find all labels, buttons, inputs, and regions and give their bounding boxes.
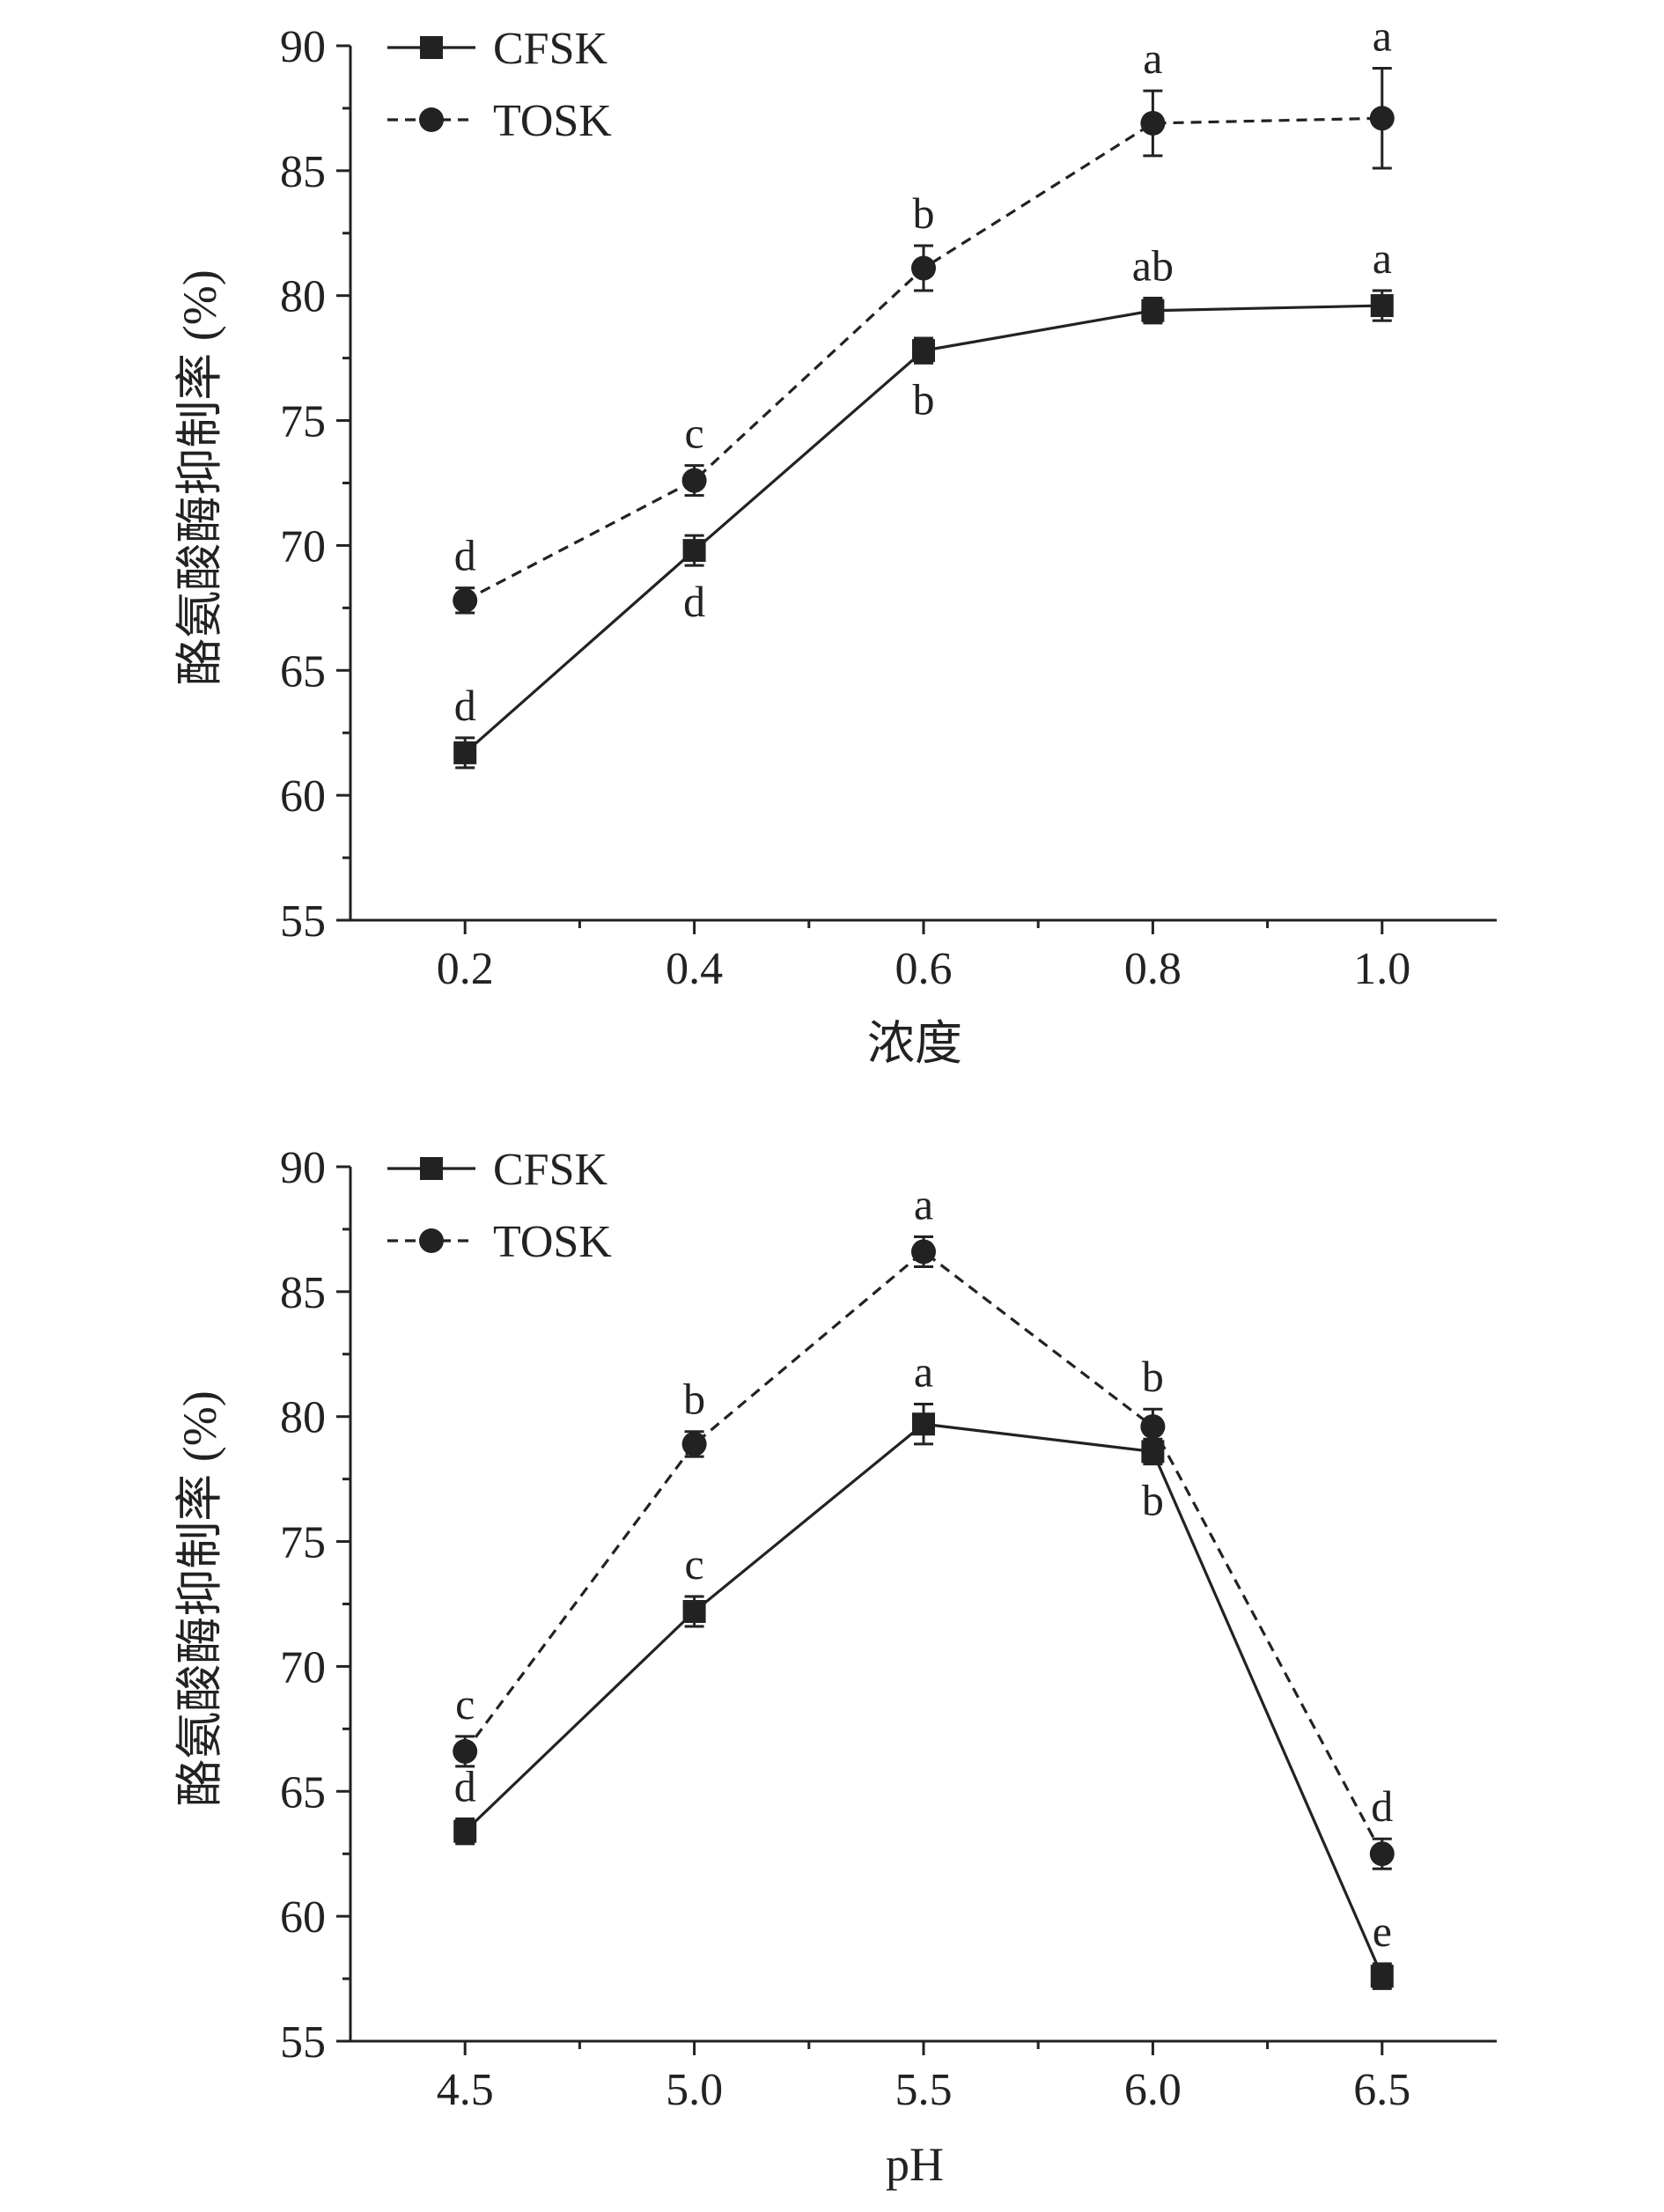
y-tick-label: 80 xyxy=(280,272,326,322)
data-point-square xyxy=(912,1412,935,1436)
x-tick-label: 4.5 xyxy=(437,2065,494,2115)
legend-item-tosk: TOSK xyxy=(387,96,612,146)
significance-label: d xyxy=(683,577,705,626)
legend-label: TOSK xyxy=(493,1217,612,1267)
data-point-square xyxy=(1370,294,1394,318)
y-tick-label: 75 xyxy=(280,397,326,447)
significance-label: c xyxy=(684,409,703,458)
legend-label: CFSK xyxy=(493,1145,608,1195)
data-point-square xyxy=(1141,299,1165,322)
series-line xyxy=(464,1422,1384,1977)
significance-label: ab xyxy=(1132,241,1174,291)
x-tick-label: 6.0 xyxy=(1124,2065,1182,2115)
significance-label: a xyxy=(1373,233,1392,283)
x-tick-label: 0.2 xyxy=(437,944,494,994)
y-tick-label: 85 xyxy=(280,147,326,197)
x-tick-label: 0.8 xyxy=(1124,944,1182,994)
legend-marker-circle xyxy=(419,1228,444,1253)
series-line xyxy=(463,1250,1384,1854)
significance-label: e xyxy=(1373,1906,1392,1956)
significance-label: d xyxy=(454,681,476,730)
significance-label: b xyxy=(1142,1352,1164,1401)
y-tick-label: 90 xyxy=(280,22,326,72)
data-point-square xyxy=(682,539,706,563)
series-line xyxy=(464,304,1382,755)
legend-item-tosk: TOSK xyxy=(387,1217,612,1267)
data-point-square xyxy=(912,339,935,363)
data-point-circle xyxy=(1369,1841,1395,1867)
y-tick-label: 85 xyxy=(280,1268,326,1318)
x-tick-label: 6.5 xyxy=(1353,2065,1410,2115)
data-point-circle xyxy=(453,587,478,613)
y-tick-label: 70 xyxy=(280,1642,326,1692)
y-tick-label: 70 xyxy=(280,521,326,571)
y-tick-label: 65 xyxy=(280,646,326,697)
significance-label: a xyxy=(914,1347,933,1397)
significance-label: b xyxy=(1142,1476,1164,1525)
legend-marker-square xyxy=(420,1157,443,1180)
data-point-circle xyxy=(453,1738,478,1764)
x-axis-title: pH xyxy=(886,2138,944,2191)
data-point-square xyxy=(682,1600,706,1624)
data-point-circle xyxy=(1140,110,1166,136)
data-point-circle xyxy=(911,255,936,281)
x-tick-label: 5.5 xyxy=(895,2065,953,2115)
y-tick-label: 75 xyxy=(280,1518,326,1568)
y-tick-label: 55 xyxy=(280,2017,326,2068)
legend-item-cfsk: CFSK xyxy=(387,1145,608,1195)
significance-label: c xyxy=(455,1679,475,1729)
series-cfsk: d d b ab a xyxy=(453,233,1394,770)
data-point-square xyxy=(453,741,477,764)
y-tick-label: 55 xyxy=(280,896,326,947)
y-tick-label: 65 xyxy=(280,1767,326,1818)
significance-label: d xyxy=(454,531,476,580)
significance-label: c xyxy=(684,1539,703,1589)
legend-marker-circle xyxy=(419,107,444,132)
y-tick-label: 90 xyxy=(280,1143,326,1193)
significance-label: a xyxy=(1373,11,1392,61)
legend-label: CFSK xyxy=(493,24,608,74)
x-tick-label: 5.0 xyxy=(666,2065,723,2115)
significance-label: b xyxy=(913,374,935,424)
x-tick-label: 1.0 xyxy=(1353,944,1410,994)
y-axis-title: 酪氨酸酶抑制率 (%) xyxy=(173,1390,226,1806)
data-point-square xyxy=(1370,1965,1394,1988)
significance-label: b xyxy=(913,188,935,238)
legend-label: TOSK xyxy=(493,96,612,146)
data-point-square xyxy=(453,1819,477,1843)
x-tick-label: 0.4 xyxy=(666,944,723,994)
data-point-circle xyxy=(911,1239,936,1265)
significance-label: d xyxy=(454,1761,476,1810)
series-tosk: c b a b d xyxy=(453,1179,1395,1870)
x-tick-label: 0.6 xyxy=(895,944,953,994)
series-tosk: d c b a a xyxy=(453,11,1395,615)
data-point-circle xyxy=(681,1431,707,1456)
significance-label: a xyxy=(914,1179,933,1228)
y-axis-title: 酪氨酸酶抑制率 (%) xyxy=(173,269,226,685)
data-point-circle xyxy=(1140,1414,1166,1440)
data-point-circle xyxy=(1369,106,1395,131)
significance-label: b xyxy=(683,1375,705,1424)
y-tick-label: 60 xyxy=(280,771,326,822)
y-tick-label: 80 xyxy=(280,1393,326,1443)
legend-marker-square xyxy=(420,36,443,59)
y-tick-label: 60 xyxy=(280,1892,326,1943)
legend-item-cfsk: CFSK xyxy=(387,24,608,74)
significance-label: a xyxy=(1143,33,1162,83)
significance-label: d xyxy=(1371,1781,1393,1831)
chart-panel-1: 55 60 65 70 75 80 85 90 0.2 0.4 0.6 0.8 1.0 浓度 酪氨酸酶抑制率… xyxy=(173,11,1497,1070)
chart-panel-2: 55 60 65 70 75 80 85 90 4.5 5.0 5.5 6.0 6.5 pH 酪氨酸酶抑制率… xyxy=(173,1143,1497,2191)
data-point-circle xyxy=(681,468,707,493)
x-axis-title: 浓度 xyxy=(867,1017,962,1070)
